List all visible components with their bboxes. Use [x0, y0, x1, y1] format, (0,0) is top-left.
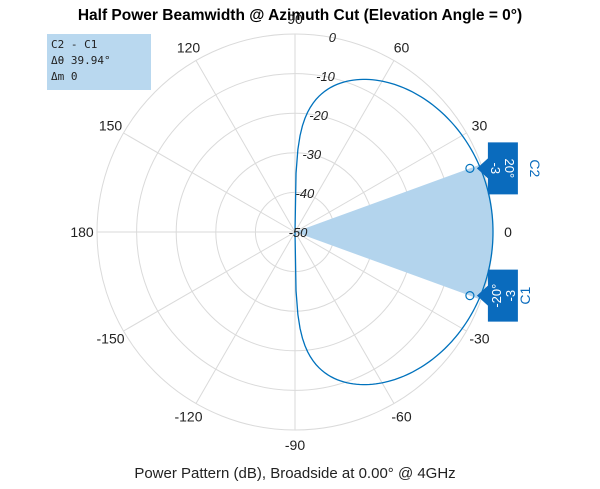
- grid-spoke: [294, 231, 395, 404]
- beamwidth-shading: [295, 165, 493, 299]
- beamwidth-span: [295, 165, 493, 299]
- cursor-marker[interactable]: [465, 291, 475, 301]
- radial-tick-label: -30: [302, 147, 322, 162]
- cursor-name: C1: [517, 286, 533, 304]
- cursor-tag: [476, 142, 518, 195]
- angle-tick-label: -150: [97, 331, 125, 347]
- cursor-marker[interactable]: [465, 163, 475, 173]
- cursor-name: C2: [527, 159, 543, 177]
- angle-tick-label: 0: [504, 224, 512, 240]
- chart-caption: Power Pattern (dB), Broadside at 0.00° @…: [134, 465, 455, 482]
- readout-line-2: Δθ 39.94°: [51, 54, 111, 67]
- radial-tick-label: -50: [289, 225, 309, 240]
- angle-tick-label: 90: [287, 11, 303, 27]
- grid-spoke: [195, 60, 296, 233]
- cursor-magnitude-value: -3: [488, 163, 503, 175]
- cursor-angle-value: 20°: [502, 159, 517, 179]
- angle-tick-label: -90: [285, 437, 305, 453]
- readout-background: [47, 34, 151, 90]
- cursor-tag: [476, 269, 518, 322]
- angle-tick-label: 120: [177, 40, 201, 56]
- cursor-angle-value: -20°: [489, 284, 504, 308]
- grid-spoke: [123, 231, 296, 332]
- radial-tick-label: -20: [309, 108, 329, 123]
- readout-line-1: C2 - C1: [51, 38, 97, 51]
- grid-spoke: [195, 231, 296, 404]
- grid-spoke: [294, 231, 467, 332]
- pattern-curve: [294, 78, 494, 386]
- cursor-magnitude-value: -3: [503, 290, 518, 302]
- cursor-readout[interactable]: C2 - C1 Δθ 39.94° Δm 0: [47, 34, 151, 90]
- readout-line-3: Δm 0: [51, 70, 78, 83]
- radial-tick-label: -40: [295, 186, 315, 201]
- cursor-c2[interactable]: 20°-3 C2: [465, 142, 543, 195]
- angle-tick-label: 60: [394, 40, 410, 56]
- angle-tick-label: 30: [472, 118, 488, 134]
- chart-title: Half Power Beamwidth @ Azimuth Cut (Elev…: [78, 7, 522, 24]
- angle-tick-label: -120: [174, 408, 202, 424]
- series-layer: [294, 78, 494, 386]
- angle-tick-label: 180: [70, 224, 94, 240]
- angle-tick-label: -60: [391, 408, 411, 424]
- grid-spoke: [294, 132, 467, 233]
- radial-tick-label: 0: [329, 30, 337, 45]
- grid-spoke: [294, 60, 395, 233]
- radial-tick-label: -10: [316, 69, 336, 84]
- axis-labels: 0 30 60 90 120 150 180 -150 -120 -90 -60 -30 0 -10 -20…: [70, 11, 512, 453]
- cursor-c1[interactable]: -20° -3 C1: [465, 269, 533, 322]
- grid-spoke: [123, 132, 296, 233]
- angle-tick-label: 150: [99, 118, 123, 134]
- angle-tick-label: -30: [469, 331, 489, 347]
